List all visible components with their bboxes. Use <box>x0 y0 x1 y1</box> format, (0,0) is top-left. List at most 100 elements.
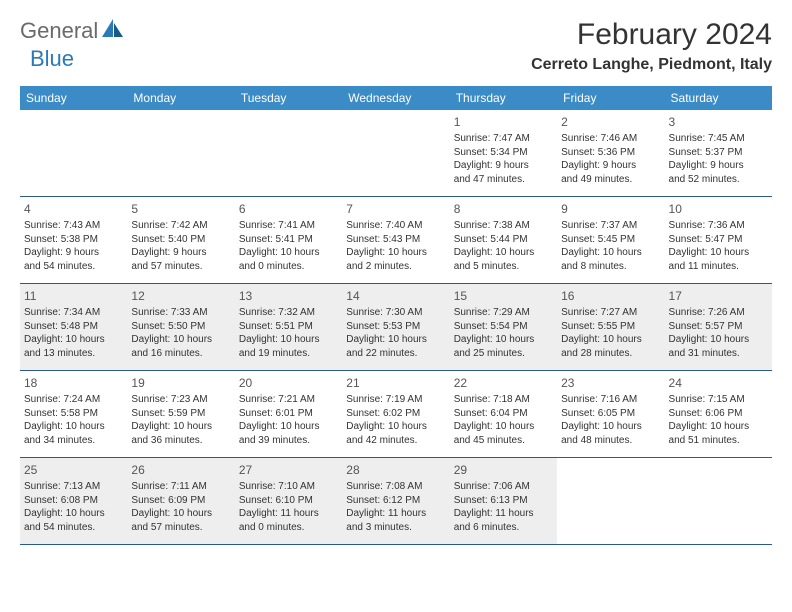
day-daylight1: Daylight: 10 hours <box>346 420 445 434</box>
day-number: 28 <box>346 462 445 478</box>
day-sunset: Sunset: 5:55 PM <box>561 320 660 334</box>
day-header-wednesday: Wednesday <box>342 86 449 110</box>
day-sunrise: Sunrise: 7:36 AM <box>669 219 768 233</box>
day-cell: 26Sunrise: 7:11 AMSunset: 6:09 PMDayligh… <box>127 458 234 544</box>
day-number: 19 <box>131 375 230 391</box>
day-cell: 16 Sunrise: 7:27 AMSunset: 5:55 PMDayligh… <box>557 284 664 370</box>
day-daylight1: Daylight: 10 hours <box>561 246 660 260</box>
day-daylight1: Daylight: 9 hours <box>561 159 660 173</box>
day-cell: 14Sunrise: 7:30 AMSunset: 5:53 PMDayligh… <box>342 284 449 370</box>
day-cell: 23Sunrise: 7:16 AMSunset: 6:05 PMDayligh… <box>557 371 664 457</box>
day-sunrise: Sunrise: 7:43 AM <box>24 219 123 233</box>
day-sunset: Sunset: 5:40 PM <box>131 233 230 247</box>
logo-text-general: General <box>20 18 98 44</box>
day-cell <box>342 110 449 196</box>
day-sunrise: Sunrise: 7:41 AM <box>239 219 338 233</box>
day-cell: 18Sunrise: 7:24 AMSunset: 5:58 PMDayligh… <box>20 371 127 457</box>
day-daylight2: and 49 minutes. <box>561 173 660 187</box>
day-daylight2: and 48 minutes. <box>561 434 660 448</box>
day-sunrise: Sunrise: 7:40 AM <box>346 219 445 233</box>
day-sunset: Sunset: 6:10 PM <box>239 494 338 508</box>
day-sunrise: Sunrise: 7:42 AM <box>131 219 230 233</box>
day-daylight1: Daylight: 10 hours <box>239 420 338 434</box>
day-daylight1: Daylight: 9 hours <box>131 246 230 260</box>
day-daylight2: and 16 minutes. <box>131 347 230 361</box>
day-daylight1: Daylight: 9 hours <box>669 159 768 173</box>
day-number: 26 <box>131 462 230 478</box>
day-number: 22 <box>454 375 553 391</box>
day-sunrise: Sunrise: 7:47 AM <box>454 132 553 146</box>
day-daylight1: Daylight: 10 hours <box>669 333 768 347</box>
day-daylight2: and 6 minutes. <box>454 521 553 535</box>
day-daylight1: Daylight: 11 hours <box>454 507 553 521</box>
day-header-row: Sunday Monday Tuesday Wednesday Thursday… <box>20 86 772 110</box>
day-cell: 27Sunrise: 7:10 AMSunset: 6:10 PMDayligh… <box>235 458 342 544</box>
day-sunset: Sunset: 5:58 PM <box>24 407 123 421</box>
day-number: 16 <box>561 288 660 304</box>
day-number: 3 <box>669 114 768 130</box>
day-number: 20 <box>239 375 338 391</box>
day-daylight2: and 39 minutes. <box>239 434 338 448</box>
day-cell <box>665 458 772 544</box>
day-header-thursday: Thursday <box>450 86 557 110</box>
day-header-saturday: Saturday <box>665 86 772 110</box>
day-cell: 28Sunrise: 7:08 AMSunset: 6:12 PMDayligh… <box>342 458 449 544</box>
day-sunrise: Sunrise: 7:19 AM <box>346 393 445 407</box>
day-sunrise: Sunrise: 7:21 AM <box>239 393 338 407</box>
day-cell: 2Sunrise: 7:46 AMSunset: 5:36 PMDaylight… <box>557 110 664 196</box>
day-number: 6 <box>239 201 338 217</box>
day-header-tuesday: Tuesday <box>235 86 342 110</box>
week-row: 25Sunrise: 7:13 AMSunset: 6:08 PMDayligh… <box>20 458 772 545</box>
day-daylight2: and 31 minutes. <box>669 347 768 361</box>
day-daylight2: and 5 minutes. <box>454 260 553 274</box>
day-cell: 8Sunrise: 7:38 AMSunset: 5:44 PMDaylight… <box>450 197 557 283</box>
day-sunrise: Sunrise: 7:27 AM <box>561 306 660 320</box>
day-sunrise: Sunrise: 7:10 AM <box>239 480 338 494</box>
day-sunset: Sunset: 5:59 PM <box>131 407 230 421</box>
day-cell: 29Sunrise: 7:06 AMSunset: 6:13 PMDayligh… <box>450 458 557 544</box>
day-daylight1: Daylight: 10 hours <box>24 420 123 434</box>
day-header-monday: Monday <box>127 86 234 110</box>
day-daylight1: Daylight: 10 hours <box>24 507 123 521</box>
day-daylight1: Daylight: 10 hours <box>131 420 230 434</box>
day-sunrise: Sunrise: 7:46 AM <box>561 132 660 146</box>
day-daylight2: and 0 minutes. <box>239 521 338 535</box>
day-sunset: Sunset: 5:47 PM <box>669 233 768 247</box>
month-title: February 2024 <box>531 18 772 52</box>
day-daylight1: Daylight: 10 hours <box>561 333 660 347</box>
day-sunrise: Sunrise: 7:11 AM <box>131 480 230 494</box>
day-sunrise: Sunrise: 7:29 AM <box>454 306 553 320</box>
day-cell <box>127 110 234 196</box>
day-daylight1: Daylight: 10 hours <box>131 333 230 347</box>
day-sunset: Sunset: 6:12 PM <box>346 494 445 508</box>
day-daylight2: and 36 minutes. <box>131 434 230 448</box>
day-sunrise: Sunrise: 7:45 AM <box>669 132 768 146</box>
day-sunrise: Sunrise: 7:15 AM <box>669 393 768 407</box>
day-sunset: Sunset: 5:41 PM <box>239 233 338 247</box>
day-sunset: Sunset: 6:05 PM <box>561 407 660 421</box>
day-number: 12 <box>131 288 230 304</box>
location: Cerreto Langhe, Piedmont, Italy <box>531 56 772 74</box>
day-cell: 22Sunrise: 7:18 AMSunset: 6:04 PMDayligh… <box>450 371 557 457</box>
day-sunrise: Sunrise: 7:24 AM <box>24 393 123 407</box>
day-daylight2: and 28 minutes. <box>561 347 660 361</box>
day-sunrise: Sunrise: 7:37 AM <box>561 219 660 233</box>
day-sunset: Sunset: 5:51 PM <box>239 320 338 334</box>
day-sunset: Sunset: 5:50 PM <box>131 320 230 334</box>
day-number: 15 <box>454 288 553 304</box>
day-cell: 4Sunrise: 7:43 AMSunset: 5:38 PMDaylight… <box>20 197 127 283</box>
day-sunset: Sunset: 6:08 PM <box>24 494 123 508</box>
day-sunset: Sunset: 6:01 PM <box>239 407 338 421</box>
day-cell: 13Sunrise: 7:32 AMSunset: 5:51 PMDayligh… <box>235 284 342 370</box>
day-daylight1: Daylight: 10 hours <box>346 246 445 260</box>
day-daylight2: and 54 minutes. <box>24 521 123 535</box>
day-cell: 11Sunrise: 7:34 AMSunset: 5:48 PMDayligh… <box>20 284 127 370</box>
day-sunset: Sunset: 5:37 PM <box>669 146 768 160</box>
day-daylight1: Daylight: 10 hours <box>669 246 768 260</box>
day-sunrise: Sunrise: 7:23 AM <box>131 393 230 407</box>
day-daylight2: and 54 minutes. <box>24 260 123 274</box>
week-row: 1Sunrise: 7:47 AMSunset: 5:34 PMDaylight… <box>20 110 772 197</box>
day-number: 7 <box>346 201 445 217</box>
day-daylight2: and 8 minutes. <box>561 260 660 274</box>
day-sunrise: Sunrise: 7:26 AM <box>669 306 768 320</box>
